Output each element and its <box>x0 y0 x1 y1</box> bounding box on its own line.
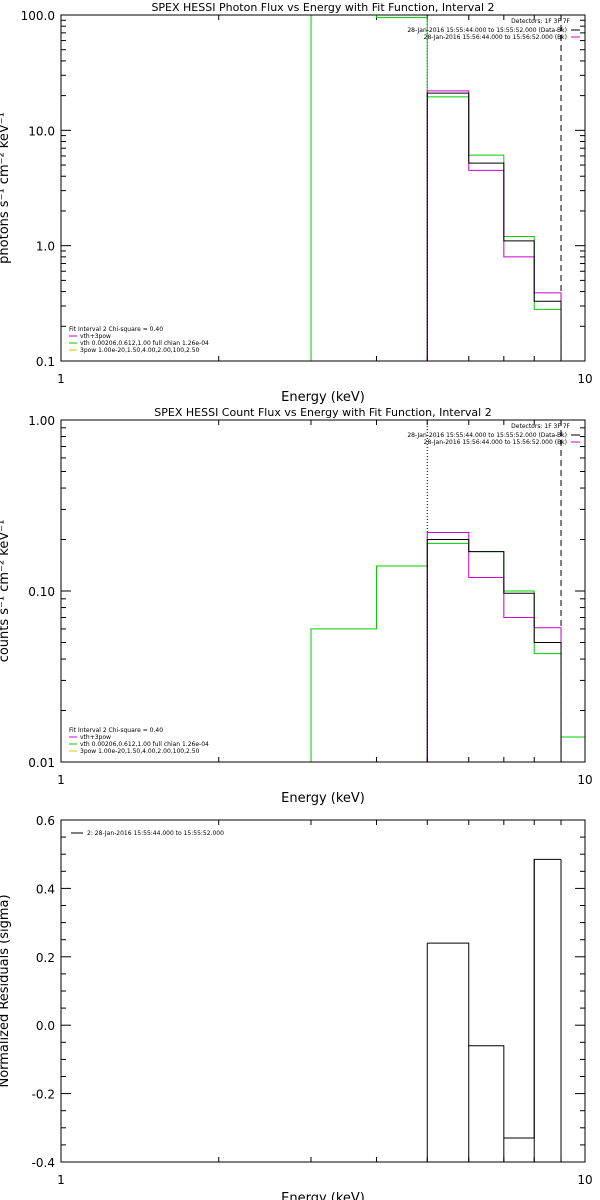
chart2-xlabel: Energy (keV) <box>281 791 365 806</box>
chart3-xtick-label: 10 <box>577 1173 592 1187</box>
chart1-ytick-label: 10.0 <box>28 124 55 138</box>
chart3-ylabel: Normalized Residuals (sigma) <box>0 894 12 1087</box>
chart2-detectors: Detectors: 1F 3F 7F <box>511 423 570 430</box>
chart1-fit-line: vth 0.00206,0.612,1.00 full chian 1.26e-… <box>80 340 209 347</box>
chart2-ylabel: counts s⁻¹ cm⁻² keV⁻¹ <box>0 520 12 663</box>
chart3-frame <box>60 819 586 1163</box>
chart1-ytick-label: 0.1 <box>36 355 55 369</box>
chart2-ytick-label: 0.01 <box>28 756 55 770</box>
chart3-ytick-label: 0.0 <box>36 1019 55 1033</box>
chart2-frame <box>60 419 586 763</box>
chart2-time-line: 28-Jan-2016 15:56:44.000 to 15:56:52.000… <box>424 439 567 446</box>
chart3-series-1 <box>427 858 562 1139</box>
chart2-fit-header: Fit Interval 2 Chi-square = 0.40 <box>69 727 163 734</box>
chart1-xlabel: Energy (keV) <box>281 390 365 405</box>
chart2-fit-line: 3pow 1.00e-20,1.50,4.00,2.00,100,2.50 <box>80 748 200 755</box>
chart3-ytick-label: -0.4 <box>32 1156 55 1170</box>
chart3-ytick-label: 0.6 <box>36 814 55 828</box>
chart1-detectors: Detectors: 1F 3F 7F <box>511 18 570 25</box>
chart2-fit-line: vth 0.00206,0.612,1.00 full chian 1.26e-… <box>80 741 209 748</box>
chart1-ylabel: photons s⁻¹ cm⁻² keV⁻¹ <box>0 112 12 264</box>
chart3-ytick-label: 0.2 <box>36 951 55 965</box>
chart2-xtick-label: 10 <box>577 773 592 787</box>
chart2-series-3 <box>426 539 562 762</box>
chart1-xtick-label: 1 <box>57 372 65 386</box>
chart2-series-2 <box>426 531 562 762</box>
chart2-series-1 <box>310 542 585 762</box>
chart1-ytick-label: 1.0 <box>36 240 55 254</box>
chart3-xtick-label: 1 <box>57 1173 65 1187</box>
chart2-ytick-label: 0.10 <box>28 585 55 599</box>
chart3-legend: 2: 28-Jan-2016 15:55:44.000 to 15:55:52.… <box>87 830 224 837</box>
chart2-fit-line: vth+3pow <box>80 734 111 741</box>
chart1-series-2 <box>426 90 562 361</box>
chart1-title: SPEX HESSI Photon Flux vs Energy with Fi… <box>151 1 494 14</box>
chart2-title: SPEX HESSI Count Flux vs Energy with Fit… <box>154 406 491 419</box>
chart1-ytick-label: 100.0 <box>21 9 55 23</box>
chart1-xtick-label: 10 <box>577 372 592 386</box>
chart2-time-line: 28-Jan-2016 15:55:44.000 to 15:55:52.000… <box>407 432 567 439</box>
chart1-time-line: 28-Jan-2016 15:55:44.000 to 15:55:52.000… <box>407 27 567 34</box>
chart3-xlabel: Energy (keV) <box>281 1191 365 1200</box>
chart3-ytick-label: 0.4 <box>36 882 55 896</box>
chart1-series-1 <box>310 15 562 361</box>
chart1-fit-line: 3pow 1.00e-20,1.50,4.00,2.00,100,2.50 <box>80 347 200 354</box>
chart1-series-3 <box>426 92 562 361</box>
chart2-xtick-label: 1 <box>57 773 65 787</box>
chart1-time-line: 28-Jan-2016 15:56:44.000 to 15:56:52.000… <box>424 34 567 41</box>
chart1-frame <box>60 14 586 362</box>
chart3-ytick-label: -0.2 <box>32 1088 55 1102</box>
chart1-fit-header: Fit Interval 2 Chi-square = 0.40 <box>69 326 163 333</box>
chart1-fit-line: vth+3pow <box>80 333 111 340</box>
chart2-ytick-label: 1.00 <box>28 414 55 428</box>
